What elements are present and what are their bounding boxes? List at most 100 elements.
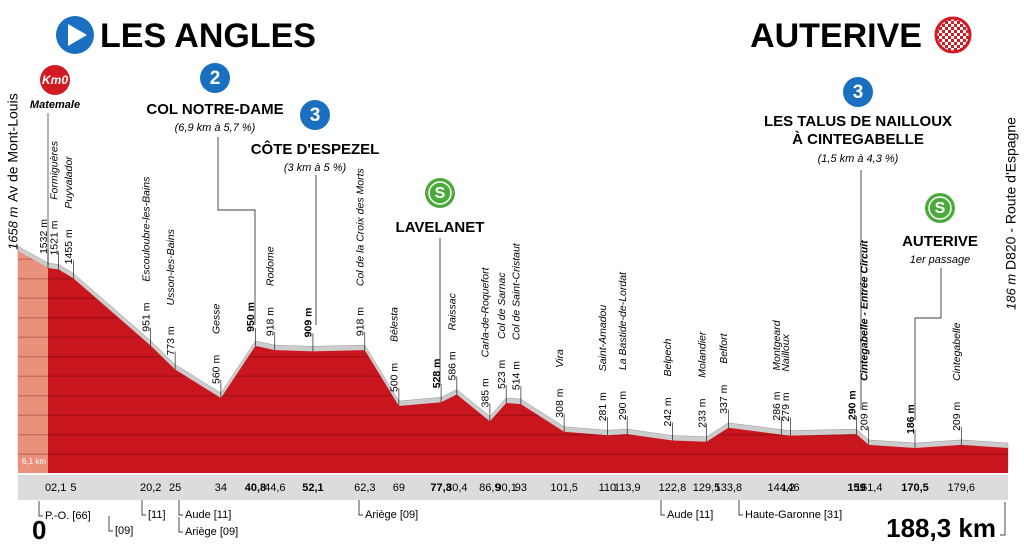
- km0-text: Km0: [42, 73, 68, 87]
- climb-detail: (6,9 km à 5,7 %): [175, 122, 256, 134]
- elevation-label: 337 m: [718, 384, 730, 413]
- elevation-label: 385 m: [480, 378, 492, 407]
- waypoint-label: 951 m Escouloubre-les-Bains: [140, 176, 152, 332]
- place-label: Usson-les-Bains: [165, 228, 177, 305]
- km-label: 90,1: [495, 482, 516, 494]
- place-label: Cintegabelle: [951, 322, 963, 381]
- place-label: Nailloux: [780, 333, 792, 371]
- km-label: 2,1: [51, 482, 66, 494]
- km-label: 52,1: [302, 482, 323, 494]
- elevation-label: 514 m: [511, 361, 523, 390]
- waypoint-label: 337 m Belfort: [718, 332, 730, 413]
- waypoint-label: 586 m Raissac: [447, 292, 459, 380]
- waypoint-label: 233 m Molandier: [696, 331, 708, 428]
- km-label: 86,9: [479, 482, 500, 494]
- place-label: La Bastide-de-Lordat: [617, 271, 629, 370]
- place-label: Col de Sarnac: [496, 272, 508, 339]
- waypoint-label: 1455 m Puyvalador: [63, 156, 75, 265]
- dept-bracket: [178, 517, 183, 533]
- waypoint-label: 523 m Col de Sarnac: [496, 272, 508, 389]
- km-label: 133,8: [715, 482, 743, 494]
- place-label: Cintegabelle - Entrée Circuit: [859, 240, 871, 381]
- elevation-label: 918 m: [265, 307, 277, 336]
- end-bracket: [1000, 502, 1006, 536]
- place-label: Bélesta: [389, 307, 401, 342]
- climb-badge: [300, 100, 330, 130]
- km-label: 5: [70, 482, 76, 494]
- dept-bracket: [38, 501, 43, 517]
- header: LES ANGLES AUTERIVE: [56, 16, 972, 55]
- climb-detail: (3 km à 5 %): [284, 162, 347, 174]
- dept-bracket: [178, 500, 183, 516]
- elevation-label: 1455 m: [63, 229, 75, 264]
- waypoint-label: 918 m Col de la Croix des Morts: [355, 168, 367, 337]
- waypoint-label: 308 m Vira: [554, 349, 566, 418]
- start-title: LES ANGLES: [100, 17, 316, 55]
- place-label: Molandier: [696, 331, 708, 378]
- waypoint-label: 281 m Saint-Amadou: [597, 305, 609, 422]
- place-label: Col de la Croix des Morts: [355, 168, 367, 287]
- waypoint-label: 385 m Carla-de-Roquefort: [480, 266, 492, 407]
- waypoint-label: 500 m Bélesta: [389, 307, 401, 392]
- right-elevation: 186 m: [1003, 274, 1018, 310]
- department: [11]: [148, 509, 166, 521]
- start-arrow: [68, 24, 87, 46]
- climb-name: CÔTE D'ESPEZEL: [251, 140, 380, 158]
- elevation-label: 308 m: [554, 388, 566, 417]
- waypoint-label: 514 m Col de Saint-Cristaut: [511, 242, 523, 390]
- badge-text: S: [935, 200, 946, 217]
- km-label: 25: [169, 482, 181, 494]
- place-label: Raissac: [447, 292, 459, 330]
- elevation-label: 209 m: [859, 401, 871, 430]
- elevation-label: 528 m: [431, 358, 443, 388]
- km-label: 144,2: [767, 482, 795, 494]
- waypoint-label: 279 m Nailloux: [780, 333, 792, 421]
- badge-text: 3: [310, 105, 321, 126]
- dept-bracket: [660, 500, 665, 516]
- elevation-label: 1521 m: [48, 220, 60, 255]
- elevation-label: 918 m: [355, 307, 367, 336]
- right-end: 186 m D820 - Route d'Espagne: [1003, 117, 1019, 310]
- elevation-label: 186 m: [905, 404, 917, 434]
- km-label: 122,8: [659, 482, 687, 494]
- dept-bracket: [108, 516, 113, 532]
- place-label: Vira: [554, 349, 566, 368]
- km0-badge: [40, 65, 70, 95]
- left-place: Av de Mont-Louis: [5, 93, 21, 202]
- km-label: 20,2: [140, 482, 161, 494]
- badge-text: 3: [853, 82, 864, 103]
- waypoint-label: 286 m Montgeard: [771, 319, 783, 420]
- department: Ariège [09]: [365, 509, 418, 521]
- department: Aude [11]: [667, 509, 713, 521]
- place-label: Belpech: [662, 338, 674, 376]
- waypoint-label: 528 m: [431, 358, 443, 388]
- climb-name: À CINTEGABELLE: [792, 131, 924, 148]
- dept-bracket: [358, 500, 363, 516]
- sprint-ring: [428, 181, 452, 205]
- right-place: D820 - Route d'Espagne: [1003, 117, 1019, 270]
- place-label: Montgeard: [771, 319, 783, 370]
- waypoint-label: 1521 m Formiguères: [48, 140, 60, 255]
- km-label: 0: [45, 482, 51, 494]
- distance-total: 188,3 km: [886, 513, 996, 543]
- elevation-label: 290 m: [617, 391, 629, 420]
- finish-title: AUTERIVE: [750, 17, 922, 55]
- waypoint-label: 950 m: [245, 302, 257, 332]
- elevation-label: 909 m: [303, 308, 315, 338]
- department: Aude [11]: [185, 509, 231, 521]
- place-label: Formiguères: [48, 140, 60, 200]
- km-label: 146: [781, 482, 799, 494]
- km-label: 159: [847, 482, 865, 494]
- climb-detail: (1,5 km à 4,3 %): [818, 153, 899, 165]
- climb-name: COL NOTRE-DAME: [146, 101, 283, 118]
- waypoint-label: 209 m Cintegabelle: [951, 322, 963, 431]
- dept-bracket: [738, 500, 743, 516]
- place-label: Rodome: [265, 246, 277, 286]
- waypoint-label: 290 m La Bastide-de-Lordat: [617, 271, 629, 420]
- place-label: Escouloubre-les-Bains: [140, 176, 152, 282]
- climb-badge: [843, 77, 873, 107]
- left-end: 1658 m Av de Mont-Louis: [5, 93, 21, 250]
- waypoint-label: 560 m Gesse: [211, 303, 223, 384]
- km-label: 62,3: [354, 482, 375, 494]
